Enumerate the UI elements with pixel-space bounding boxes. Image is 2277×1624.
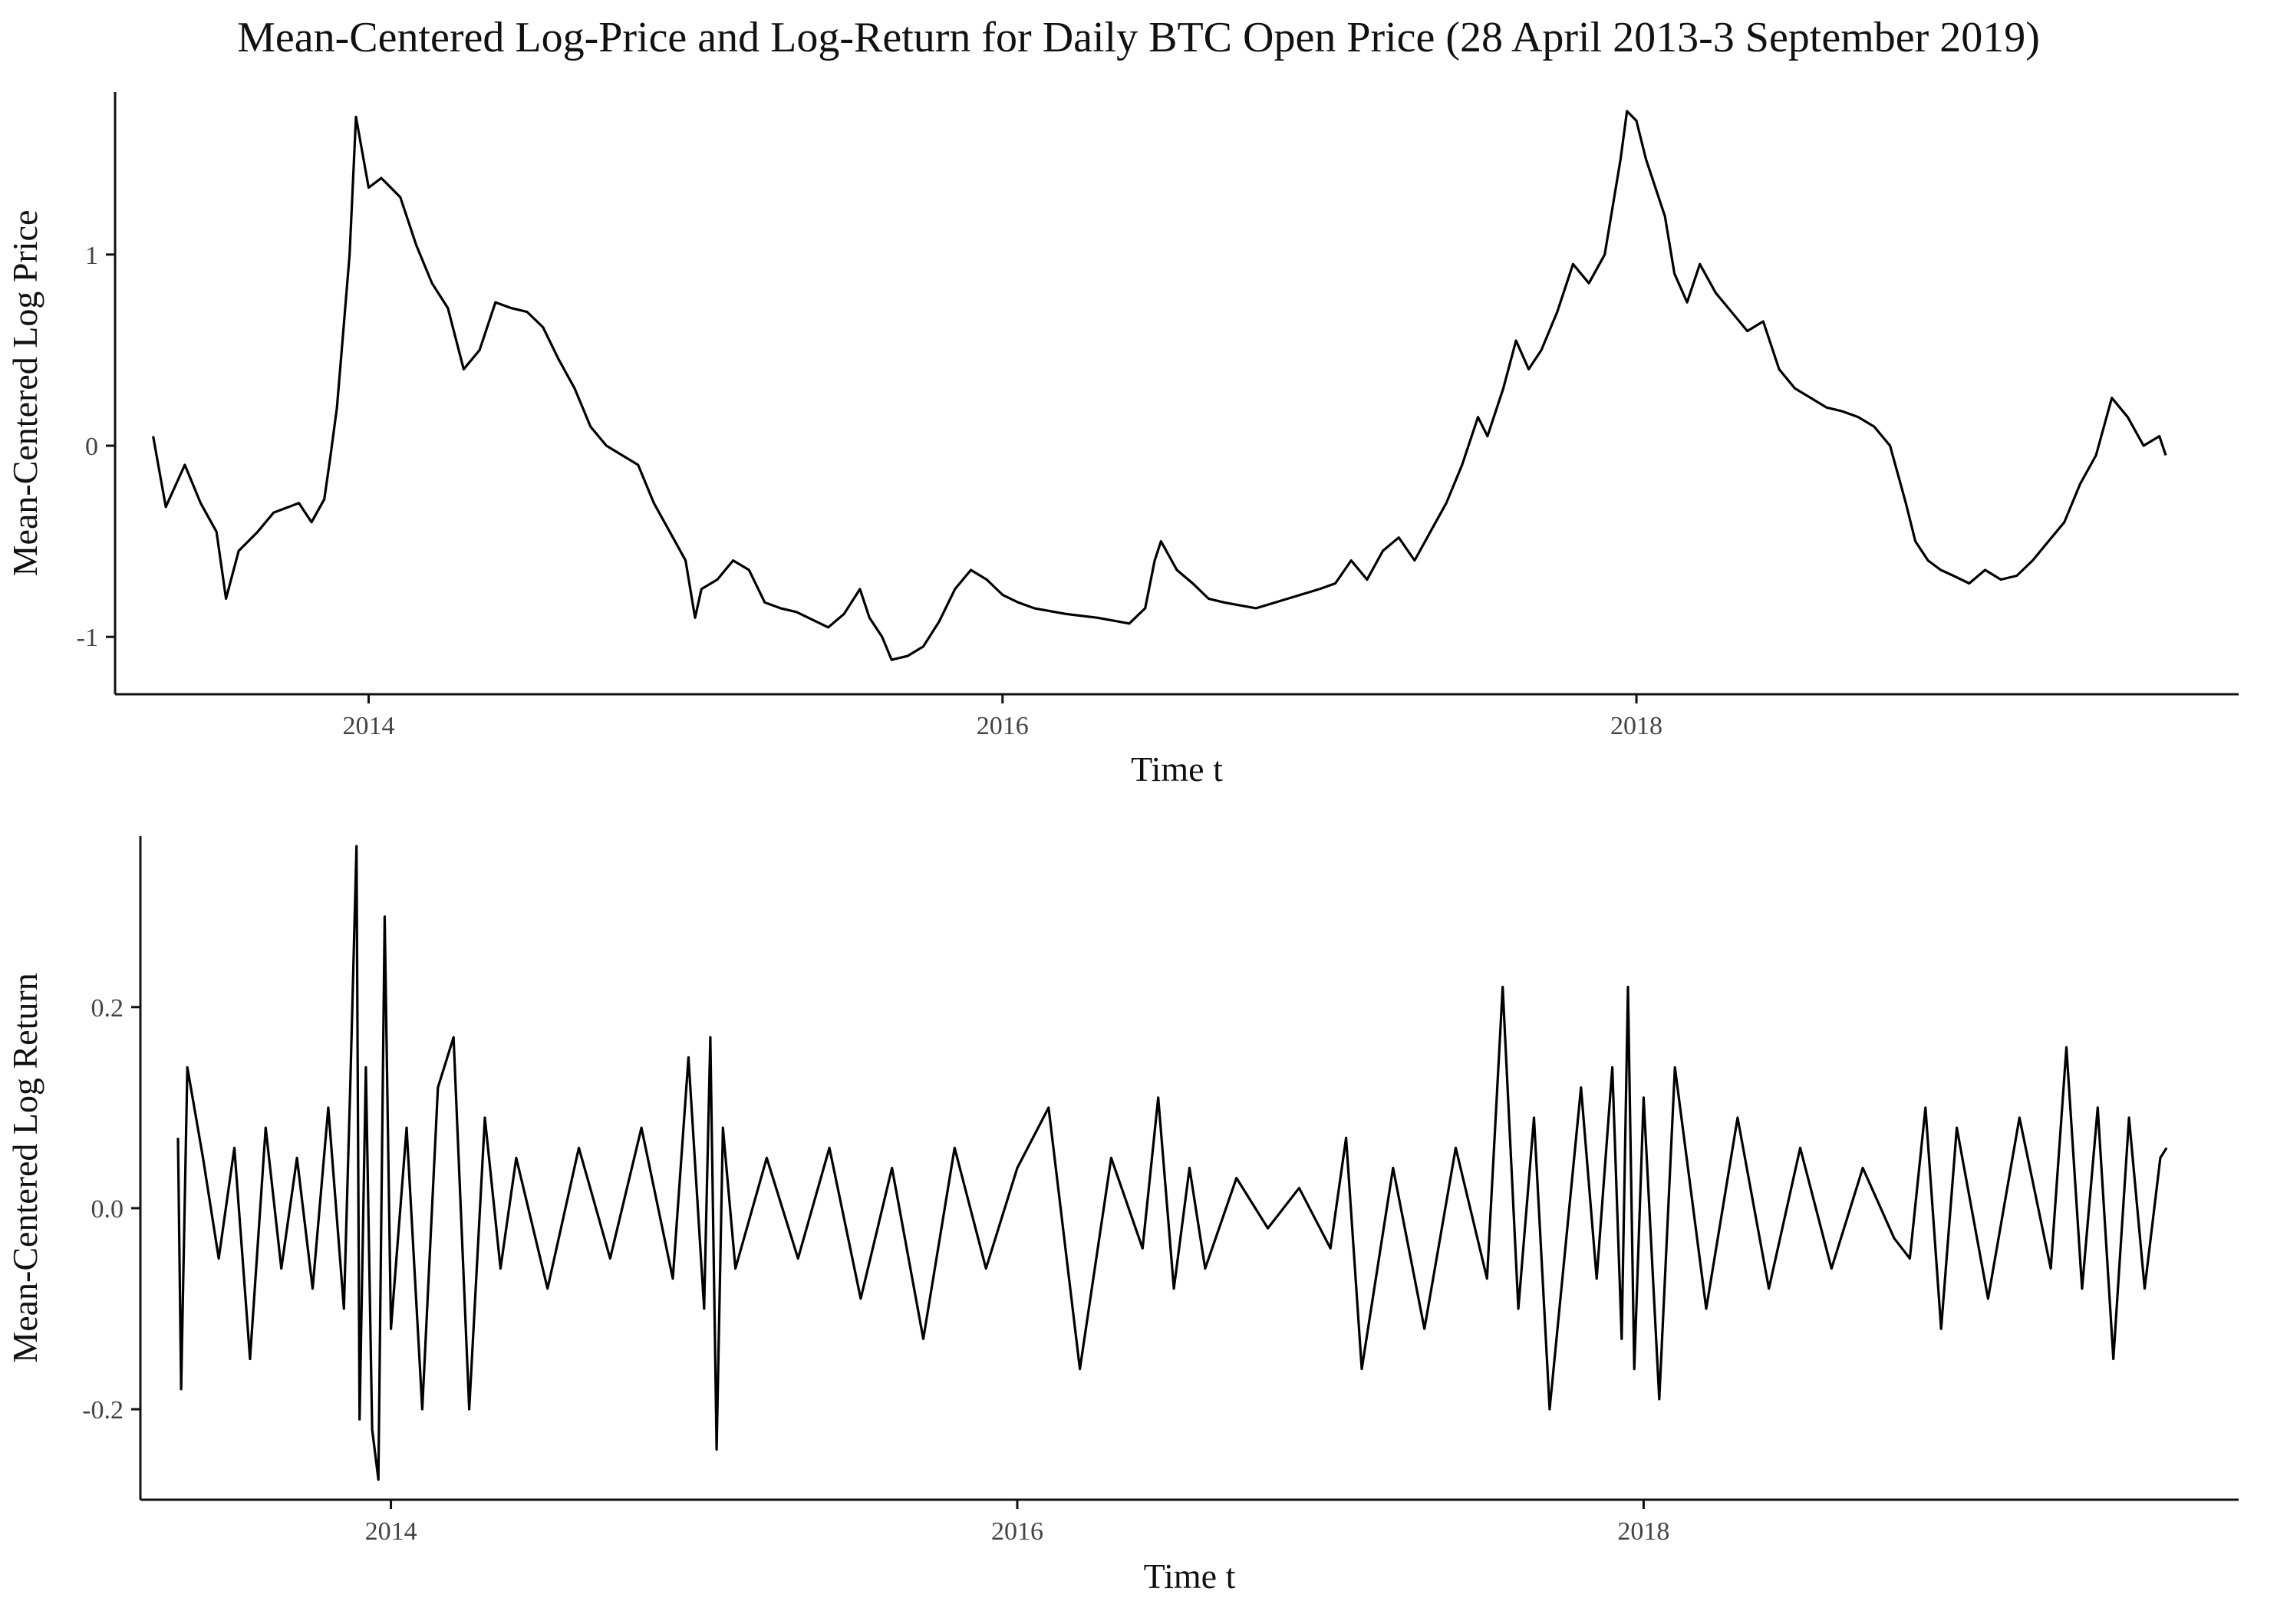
- log-return-panel: -0.2 0.0 0.2 2014 2016 2018 Time t Mean-Centere…: [5, 836, 2239, 1596]
- y-axis-title: Mean-Centered Log Price: [5, 210, 44, 577]
- x-axis-title: Time t: [1144, 1556, 1236, 1596]
- x-tick-label: 2016: [991, 1517, 1043, 1546]
- x-axis-title: Time t: [1131, 749, 1223, 789]
- x-tick-label: 2014: [365, 1517, 417, 1546]
- x-tick-label: 2018: [1617, 1517, 1669, 1546]
- y-axis-title: Mean-Centered Log Return: [5, 973, 44, 1362]
- x-tick-label: 2016: [977, 712, 1029, 740]
- log-price-panel: -1 0 1 2014 2016 2018 Time t Mean-Centered Log …: [5, 92, 2239, 789]
- y-tick-label: 0.0: [91, 1195, 124, 1224]
- y-tick-label: 0: [85, 433, 98, 461]
- y-tick-label: 1: [85, 242, 98, 270]
- x-tick-label: 2018: [1610, 712, 1662, 740]
- figure-title: Mean-Centered Log-Price and Log-Return f…: [237, 14, 2040, 61]
- y-tick-label: 0.2: [91, 994, 124, 1023]
- x-tick-label: 2014: [343, 712, 395, 740]
- y-tick-label: -0.2: [82, 1396, 124, 1425]
- series-line-log-price: [152, 110, 2167, 661]
- series-line-log-return: [176, 845, 2168, 1481]
- y-tick-label: -1: [77, 624, 98, 652]
